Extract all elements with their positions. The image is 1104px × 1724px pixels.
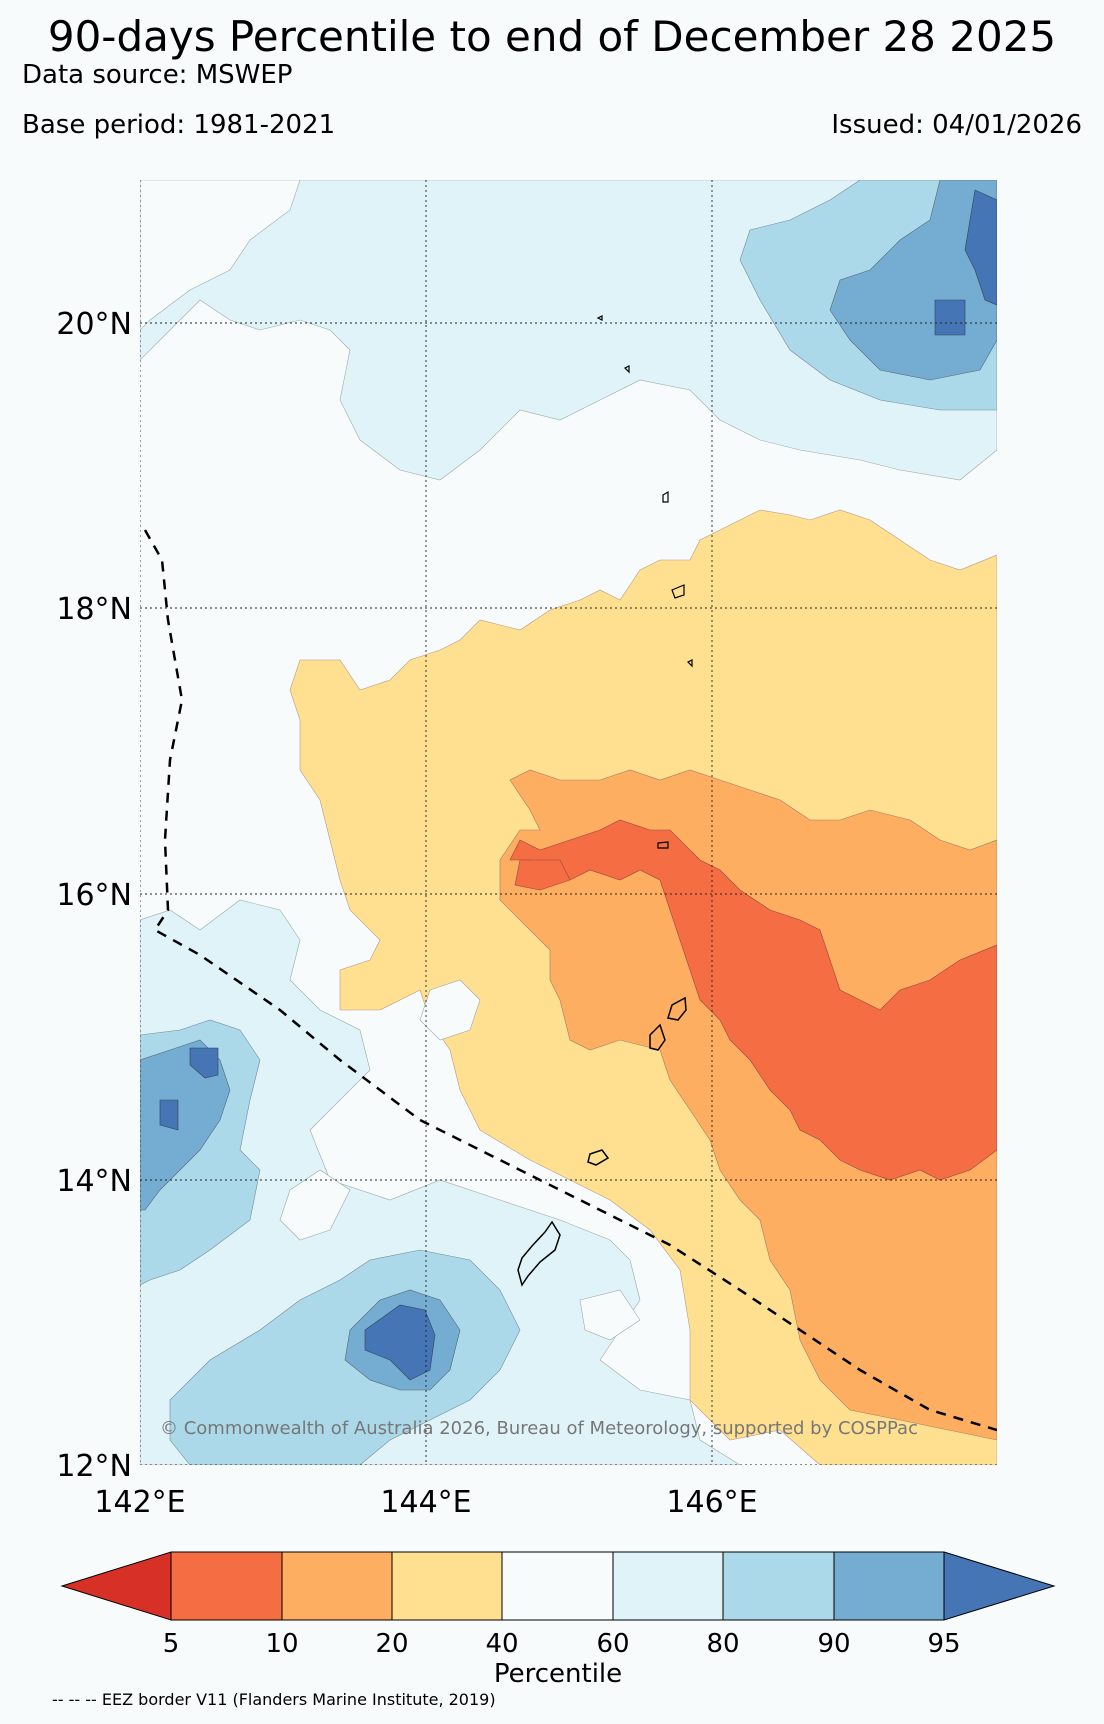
colorbar: 5 10 20 40 60 80 90 95 Percentile: [60, 1551, 1056, 1689]
island-rota: [587, 1149, 610, 1166]
colorbar-tick-20: 20: [375, 1629, 408, 1659]
map-plot-area: © Commonwealth of Australia 2026, Bureau…: [140, 180, 997, 1465]
region-60-80-north-notch: [140, 180, 301, 331]
island-guam: [517, 1220, 561, 1287]
colorbar-tick-80: 80: [706, 1629, 739, 1659]
lat-label-16n: 16°N: [56, 878, 132, 913]
map-gridlines: [140, 180, 997, 1465]
island-north: [596, 315, 669, 503]
colorbar-extend-high: [943, 1551, 1056, 1621]
map-title: 90-days Percentile to end of December 28…: [47, 12, 1057, 61]
data-source-label: Data source: MSWEP: [22, 60, 293, 90]
colorbar-tick-40: 40: [485, 1629, 518, 1659]
island-agrihan: [671, 584, 693, 668]
colorbar-5-10: [170, 1551, 283, 1621]
region-40-60-inland: [279, 1169, 641, 1341]
colorbar-label: Percentile: [494, 1659, 622, 1689]
colorbar-40-60: [501, 1551, 614, 1621]
eez-border-note: -- -- -- EEZ border V11 (Flanders Marine…: [52, 1690, 496, 1709]
issued-date-label: Issued: 04/01/2026: [831, 110, 1082, 140]
colorbar-20-40: [391, 1551, 503, 1621]
island-tinian-saipan: [649, 996, 687, 1051]
colorbar-tick-5: 5: [163, 1629, 180, 1659]
region-90-95-west: [140, 1039, 231, 1211]
region-5-10-patch: [514, 859, 571, 891]
colorbar-tick-95: 95: [927, 1629, 960, 1659]
region-95-100-south: [364, 1304, 436, 1381]
colorbar-60-80: [612, 1551, 724, 1621]
lat-label-14n: 14°N: [56, 1164, 132, 1199]
lon-label-144e: 144°E: [380, 1485, 471, 1520]
region-95-100-west: [159, 1047, 219, 1131]
region-40-60-coast: [419, 979, 481, 1041]
colorbar-tick-10: 10: [265, 1629, 298, 1659]
lat-label-12n: 12°N: [56, 1449, 132, 1484]
lat-label-18n: 18°N: [56, 592, 132, 627]
map-copyright: © Commonwealth of Australia 2026, Bureau…: [160, 1418, 918, 1439]
lon-label-142e: 142°E: [94, 1485, 185, 1520]
lat-label-20n: 20°N: [56, 307, 132, 342]
axis-labels: 20°N 18°N 16°N 14°N 12°N 142°E 144°E 146…: [56, 307, 757, 1520]
lon-label-146e: 146°E: [666, 1485, 757, 1520]
colorbar-90-95: [833, 1551, 945, 1621]
colorbar-80-90: [722, 1551, 835, 1621]
region-10-20-central: [499, 769, 997, 1441]
colorbar-tick-60: 60: [596, 1629, 629, 1659]
colorbar-10-20: [281, 1551, 393, 1621]
eez-border: [143, 529, 997, 1432]
island-anatahan: [657, 841, 669, 849]
base-period-label: Base period: 1981-2021: [22, 110, 336, 140]
colorbar-extend-low: [60, 1551, 172, 1621]
colorbar-tick-90: 90: [817, 1629, 850, 1659]
